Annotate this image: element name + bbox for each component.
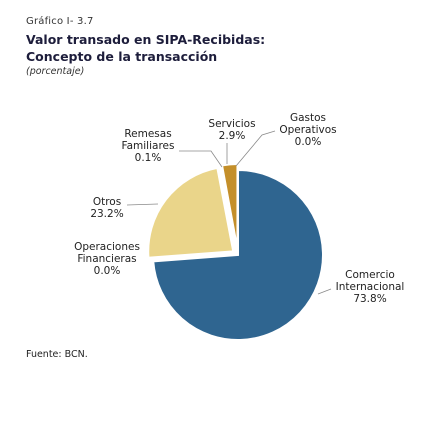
slice-label-line: Otros (93, 196, 121, 208)
slice-value-gastos-operativos: 0.0% (295, 136, 322, 148)
leader-line-comercio-internacional (317, 288, 332, 295)
slice-label-operaciones-financieras: Operaciones Financieras 0.0% (74, 241, 140, 277)
chart-subtitle: (porcentaje) (26, 66, 85, 77)
source-note: Fuente: BCN. (26, 349, 88, 360)
slice-value-remesas-familiares: 0.1% (135, 152, 162, 164)
leader-line-remesas-familiares (179, 150, 223, 168)
figure-number: Gráfico I- 3.7 (26, 16, 94, 27)
slice-label-otros: Otros 23.2% (90, 196, 123, 220)
slice-label-gastos-operativos: Gastos Operativos 0.0% (279, 112, 336, 148)
slice-label-line: Remesas (124, 128, 171, 140)
chart-title-line-1: Valor transado en SIPA-Recibidas: (26, 32, 266, 47)
slice-label-line: Gastos (290, 112, 326, 124)
slice-label-remesas-familiares: Remesas Familiares 0.1% (122, 128, 175, 164)
chart-title: Valor transado en SIPA-Recibidas: Concep… (26, 31, 406, 65)
slice-label-line: Internacional (336, 281, 405, 293)
slice-labels: Comercio Internacional 73.8% Operaciones Fin… (74, 112, 404, 305)
chart-header: Gráfico I- 3.7 Valor transado en SIPA-Re… (26, 16, 406, 77)
slice-label-line: Operativos (279, 124, 336, 136)
pie-slices (147, 163, 324, 341)
leader-line-otros (126, 203, 159, 206)
pie-slice-otros (147, 166, 235, 259)
slice-value-comercio-internacional: 73.8% (353, 293, 386, 305)
slice-label-line: Comercio (345, 269, 395, 281)
slice-label-comercio-internacional: Comercio Internacional 73.8% (336, 269, 405, 305)
slice-label-line: Servicios (208, 118, 255, 130)
slice-value-operaciones-financieras: 0.0% (94, 265, 121, 277)
slice-label-servicios: Servicios 2.9% (208, 118, 255, 142)
chart-title-line-2: Concepto de la transacción (26, 49, 218, 64)
leader-line-gastos-operativos (235, 130, 276, 167)
slice-label-line: Familiares (122, 140, 175, 152)
slice-value-otros: 23.2% (90, 208, 123, 220)
pie-slice-comercio-internacional (152, 168, 324, 341)
slice-label-line: Operaciones (74, 241, 140, 253)
label-leader-lines (126, 130, 332, 295)
slice-label-line: Financieras (77, 253, 136, 265)
slice-value-servicios: 2.9% (219, 130, 246, 142)
